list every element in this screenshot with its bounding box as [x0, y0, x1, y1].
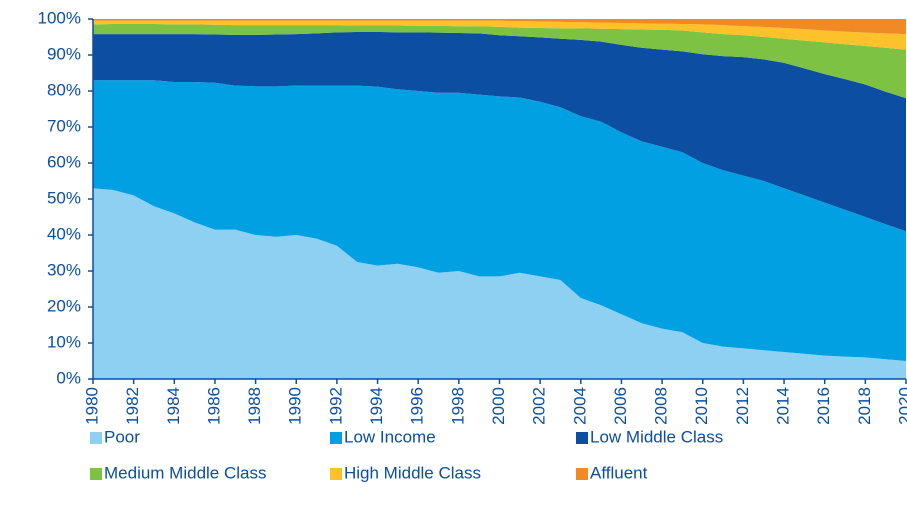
x-tick-label: 2010: [692, 387, 711, 425]
legend-swatch: [576, 468, 588, 480]
legend-swatch: [330, 432, 342, 444]
y-tick-label: 100%: [38, 8, 81, 27]
legend-swatch: [330, 468, 342, 480]
y-tick-label: 40%: [47, 224, 81, 243]
y-tick-label: 90%: [47, 44, 81, 63]
x-tick-label: 2020: [895, 387, 907, 425]
x-tick-label: 2014: [774, 387, 793, 425]
x-tick-label: 2012: [733, 387, 752, 425]
area: [93, 188, 906, 379]
x-tick-label: 2018: [855, 387, 874, 425]
legend-swatch: [576, 432, 588, 444]
y-tick-label: 80%: [47, 80, 81, 99]
y-tick-label: 60%: [47, 152, 81, 171]
y-tick-label: 70%: [47, 116, 81, 135]
legend-swatch: [90, 432, 102, 444]
legend-label: Medium Middle Class: [104, 463, 267, 482]
x-tick-label: 1982: [123, 387, 142, 425]
x-tick-label: 1980: [82, 387, 101, 425]
area: [93, 20, 906, 50]
y-tick-label: 50%: [47, 188, 81, 207]
x-tick-label: 1984: [164, 387, 183, 425]
y-tick-label: 30%: [47, 260, 81, 279]
x-tick-label: 2008: [652, 387, 671, 425]
x-tick-label: 1986: [204, 387, 223, 425]
x-tick-label: 2002: [530, 387, 549, 425]
x-tick-label: 1994: [367, 387, 386, 425]
area: [93, 24, 906, 99]
x-tick-label: 2000: [489, 387, 508, 425]
area: [93, 19, 906, 35]
legend-label: High Middle Class: [344, 463, 481, 482]
legend-label: Poor: [104, 427, 140, 446]
x-tick-label: 1992: [326, 387, 345, 425]
x-tick-label: 2016: [814, 387, 833, 425]
legend-label: Low Middle Class: [590, 427, 723, 446]
x-tick-label: 1996: [408, 387, 427, 425]
x-tick-label: 1990: [286, 387, 305, 425]
x-tick-label: 1998: [448, 387, 467, 425]
x-tick-label: 2004: [570, 387, 589, 425]
legend-label: Low Income: [344, 427, 436, 446]
y-tick-label: 20%: [47, 296, 81, 315]
legend-label: Affluent: [590, 463, 648, 482]
x-tick-label: 1988: [245, 387, 264, 425]
area: [93, 31, 906, 232]
y-tick-label: 0%: [56, 368, 81, 387]
area: [93, 80, 906, 361]
x-tick-label: 2006: [611, 387, 630, 425]
y-tick-label: 10%: [47, 332, 81, 351]
legend-swatch: [90, 468, 102, 480]
